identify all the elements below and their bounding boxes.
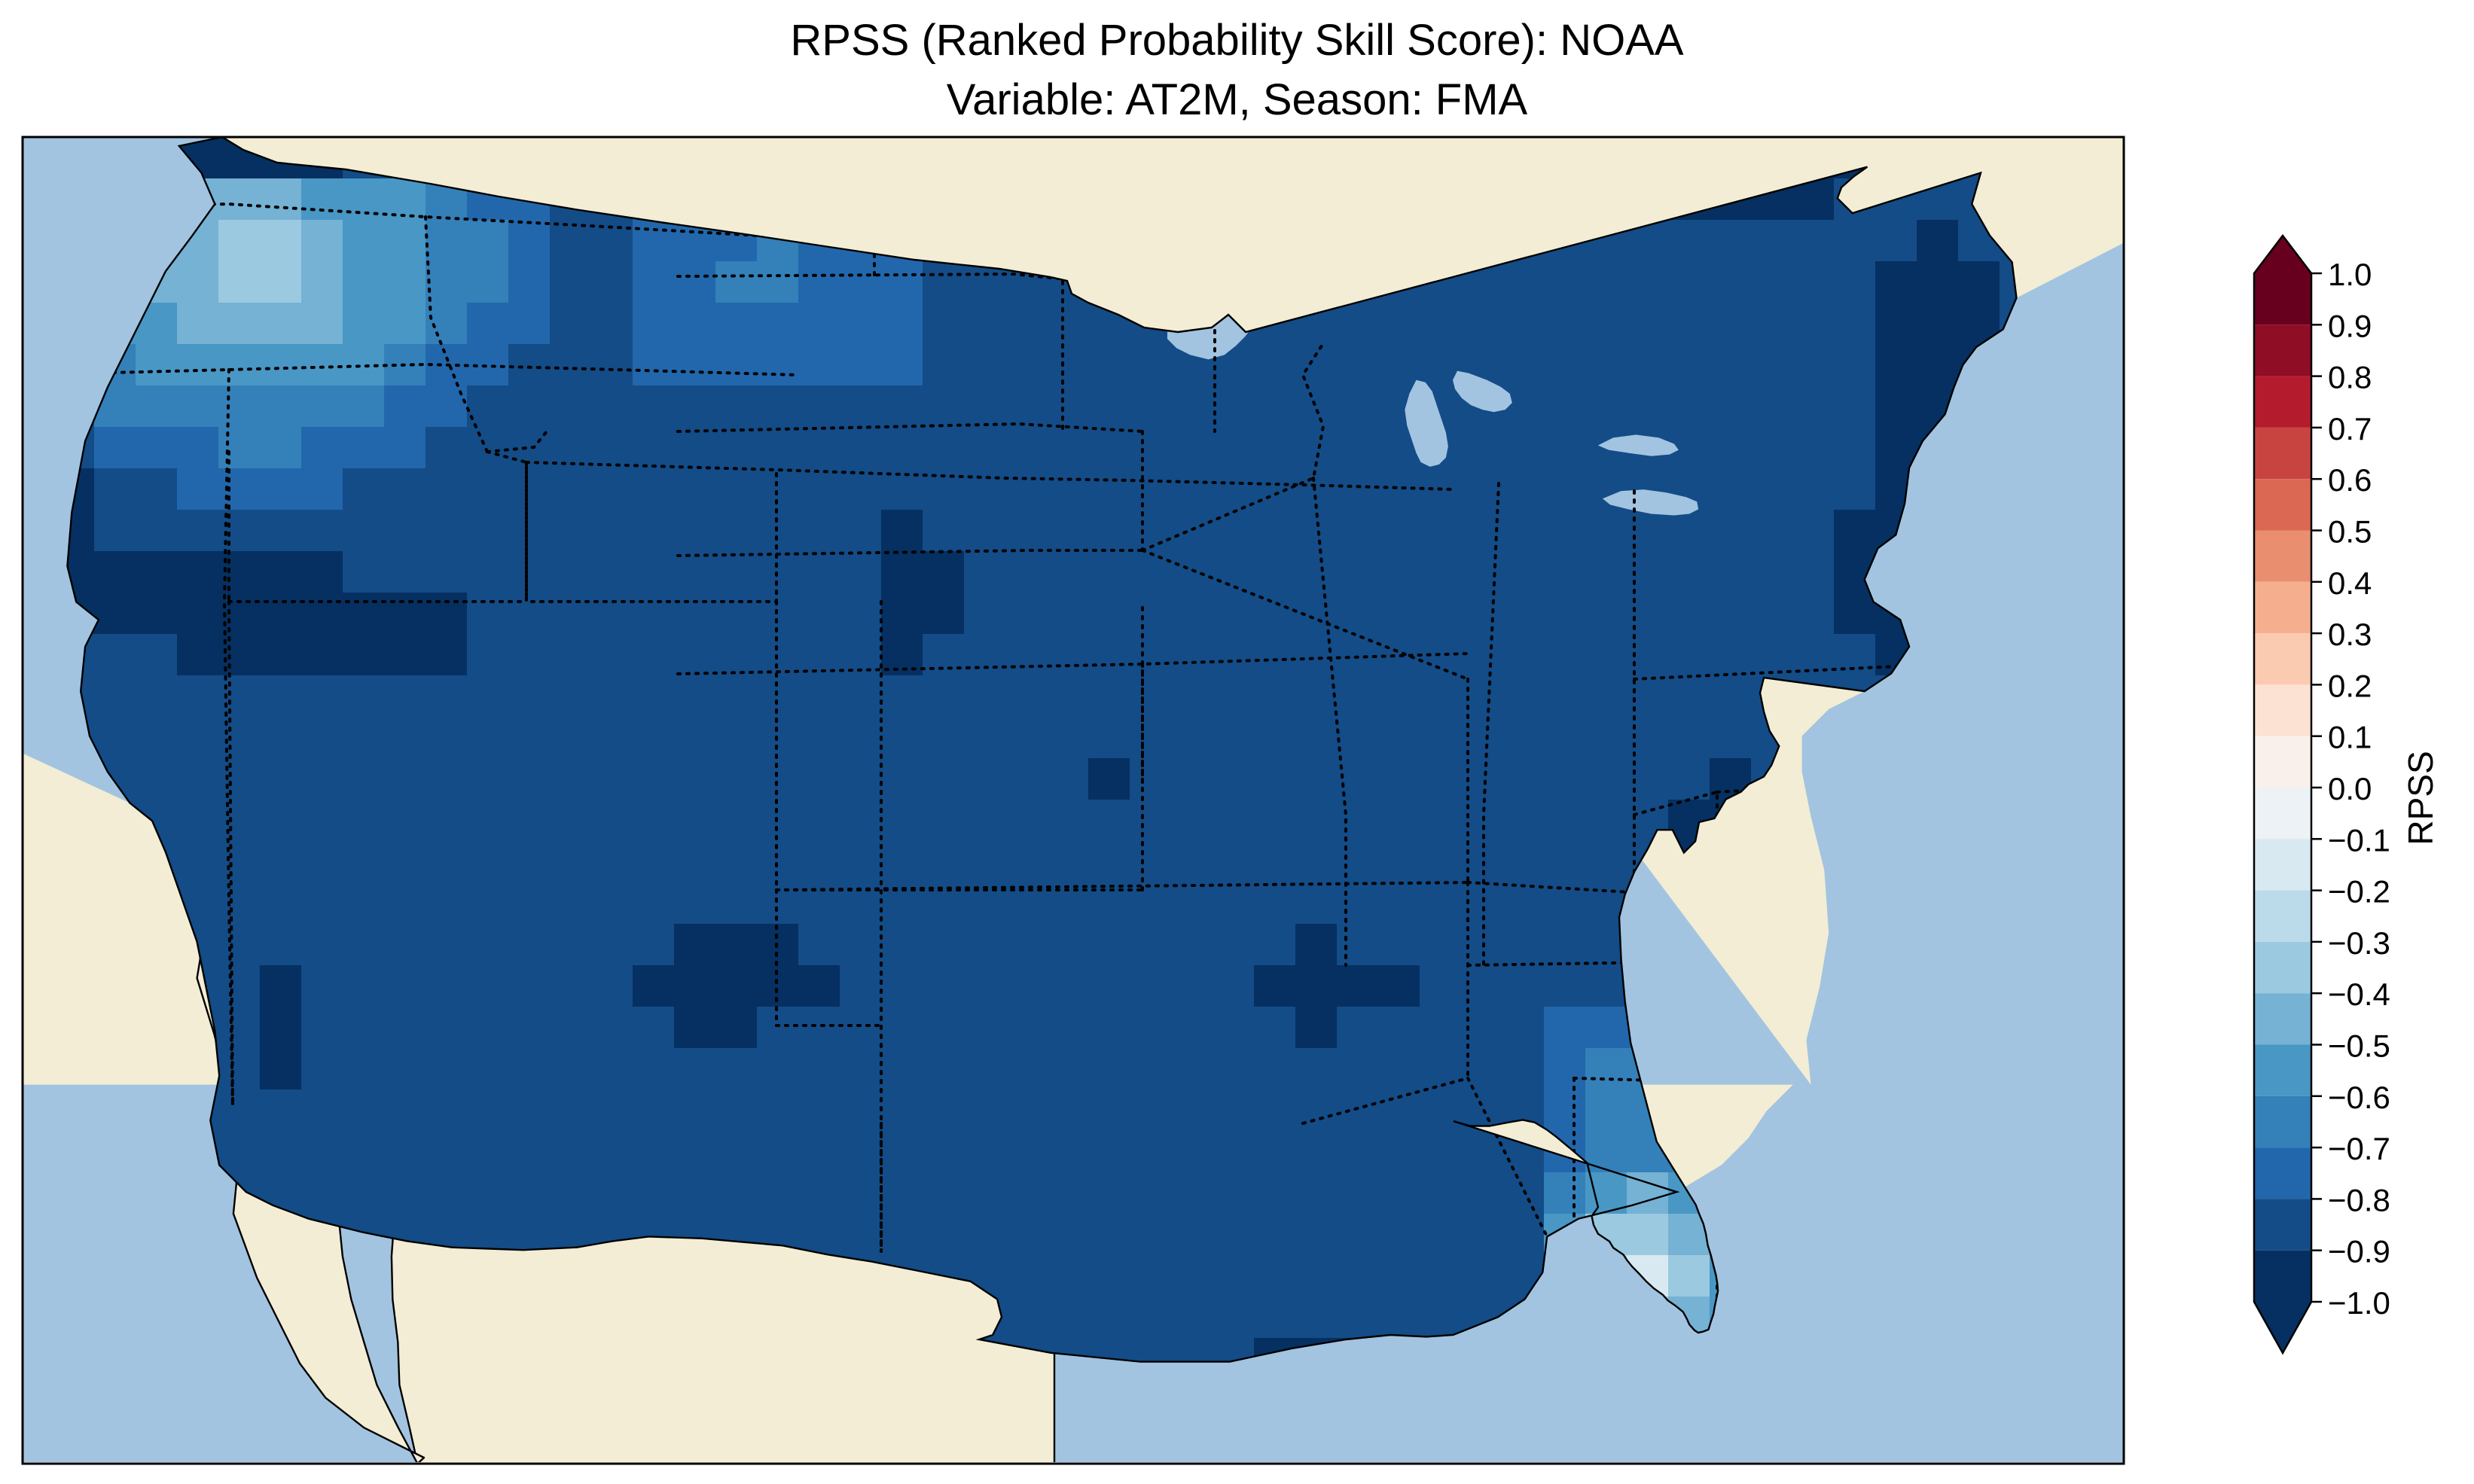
svg-text:0.2: 0.2 xyxy=(2328,668,2372,703)
svg-text:RPSS: RPSS xyxy=(2401,751,2440,845)
svg-text:0.8: 0.8 xyxy=(2328,360,2372,395)
svg-text:0.0: 0.0 xyxy=(2328,771,2372,806)
svg-text:−0.7: −0.7 xyxy=(2328,1131,2390,1166)
svg-text:0.1: 0.1 xyxy=(2328,720,2372,755)
svg-text:−0.5: −0.5 xyxy=(2328,1028,2390,1064)
svg-text:−0.4: −0.4 xyxy=(2328,977,2390,1012)
svg-text:0.9: 0.9 xyxy=(2328,308,2372,343)
svg-text:0.5: 0.5 xyxy=(2328,514,2372,550)
svg-text:−0.8: −0.8 xyxy=(2328,1182,2390,1217)
svg-text:0.7: 0.7 xyxy=(2328,411,2372,446)
svg-text:−0.1: −0.1 xyxy=(2328,822,2390,858)
svg-text:−0.2: −0.2 xyxy=(2328,874,2390,910)
svg-text:−0.3: −0.3 xyxy=(2328,925,2390,961)
svg-text:0.6: 0.6 xyxy=(2328,462,2372,498)
svg-text:−0.6: −0.6 xyxy=(2328,1080,2390,1115)
svg-text:0.4: 0.4 xyxy=(2328,565,2372,601)
svg-text:−1.0: −1.0 xyxy=(2328,1285,2390,1321)
svg-text:0.3: 0.3 xyxy=(2328,617,2372,652)
svg-text:1.0: 1.0 xyxy=(2328,257,2372,292)
svg-text:−0.9: −0.9 xyxy=(2328,1234,2390,1269)
